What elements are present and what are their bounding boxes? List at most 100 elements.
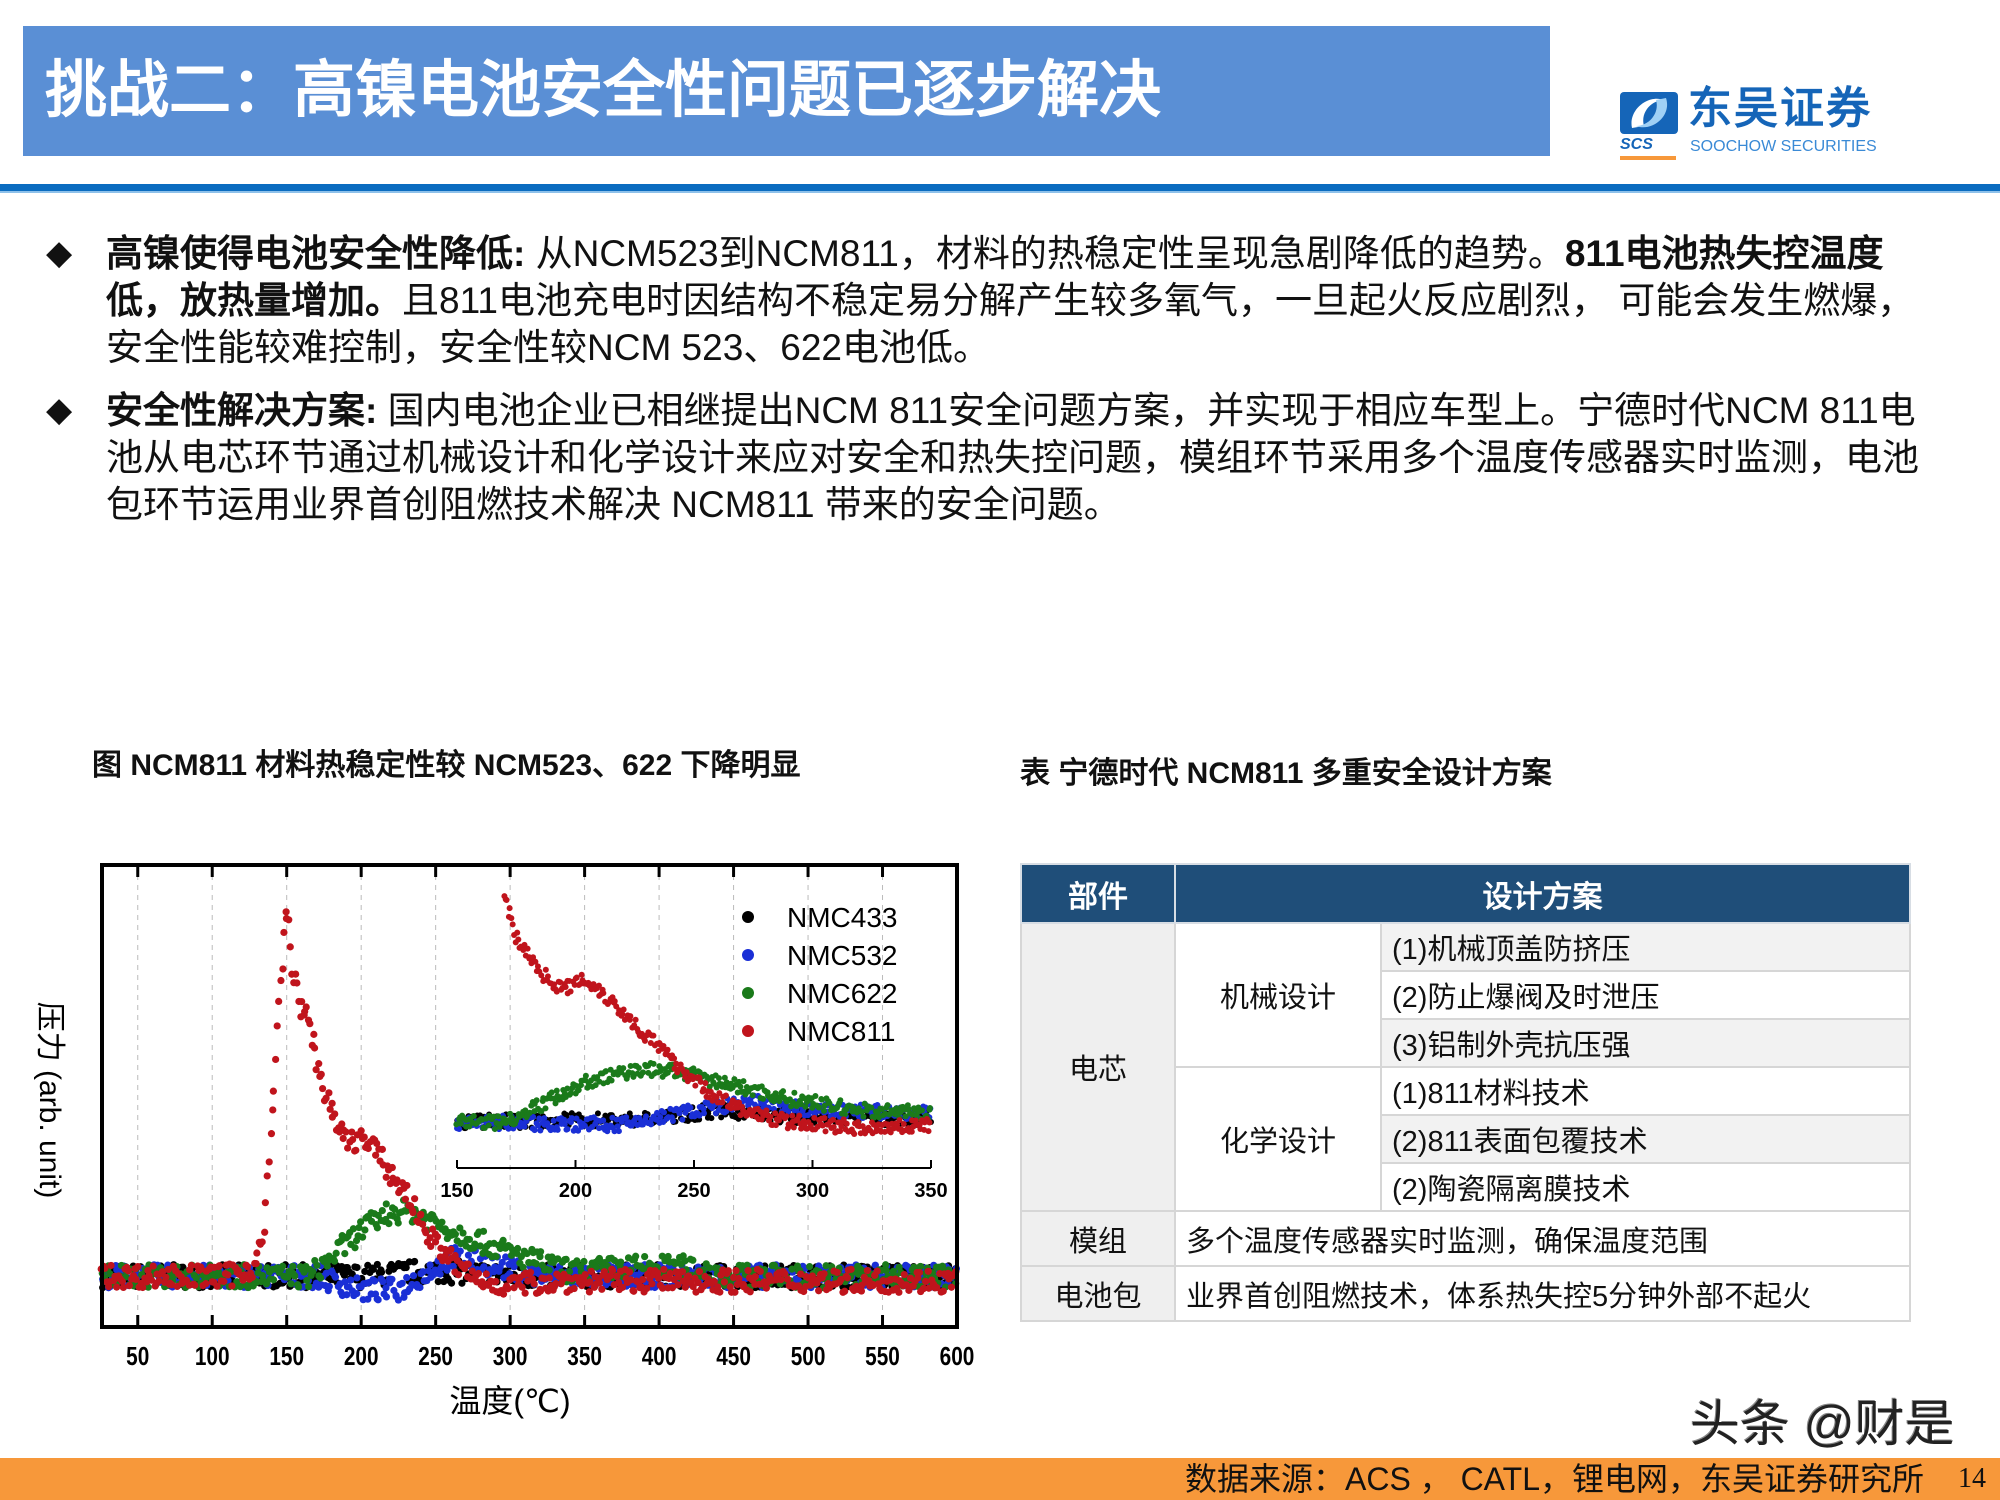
point-nmc811 — [600, 1268, 608, 1276]
x-tick-label: 100 — [195, 1342, 230, 1371]
point-nmc811 — [419, 1220, 427, 1228]
point-nmc532 — [615, 1128, 622, 1135]
point-nmc811 — [627, 1276, 635, 1284]
point-nmc811 — [532, 958, 539, 965]
point-nmc811 — [492, 1277, 500, 1286]
cell-item: (3)铝制外壳抗压强 — [1380, 1018, 1911, 1068]
point-nmc532 — [498, 1258, 506, 1267]
point-nmc811 — [598, 1285, 606, 1293]
point-nmc622 — [485, 1122, 492, 1129]
chart-legend: NMC433 NMC532 NMC622 NMC811 — [742, 902, 897, 1047]
bullet-paragraph-2: ◆ 安全性解决方案: 国内电池企业已相继提出NCM 811安全问题方案，并实现于… — [46, 387, 1936, 528]
point-nmc811 — [671, 1055, 678, 1062]
point-nmc622 — [650, 1060, 657, 1067]
point-nmc532 — [581, 1122, 588, 1129]
point-nmc622 — [721, 1074, 728, 1081]
point-nmc811 — [613, 1272, 621, 1280]
point-nmc622 — [355, 1223, 363, 1232]
point-nmc622 — [491, 1126, 498, 1133]
point-nmc622 — [394, 1219, 402, 1227]
point-nmc811 — [139, 1283, 147, 1292]
point-nmc811 — [215, 1262, 223, 1270]
point-nmc811 — [403, 1181, 411, 1190]
point-nmc622 — [476, 1242, 484, 1250]
point-nmc433 — [369, 1265, 377, 1273]
point-nmc811 — [125, 1282, 133, 1290]
company-logo: SCS 东吴证券 SOOCHOW SECURITIES — [1618, 84, 1908, 160]
point-nmc811 — [659, 1284, 667, 1292]
point-nmc532 — [568, 1115, 575, 1122]
point-nmc811 — [920, 1284, 928, 1292]
cell-plan-pack: 业界首创阻燃技术，体系热失控5分钟外部不起火 — [1174, 1265, 1911, 1322]
cell-component-cell: 电芯 — [1020, 922, 1176, 1212]
point-nmc622 — [536, 1248, 545, 1256]
point-nmc622 — [451, 1230, 459, 1238]
point-nmc622 — [821, 1102, 828, 1109]
point-nmc811 — [660, 1265, 668, 1274]
point-nmc622 — [453, 1121, 460, 1128]
point-nmc811 — [275, 997, 283, 1006]
point-nmc811 — [695, 1267, 704, 1276]
point-nmc622 — [664, 1069, 671, 1076]
bullet-1-text-2: 且811电池充电时因结构不稳定易分解产生较多氧气，一旦起火反应剧烈， 可能会发生… — [106, 280, 1915, 368]
point-nmc532 — [661, 1109, 668, 1116]
point-nmc811 — [684, 1272, 693, 1280]
point-nmc811 — [939, 1287, 947, 1295]
logo-abbr: SCS — [1620, 136, 1653, 153]
legend-marker-nmc811 — [742, 1025, 754, 1037]
point-nmc622 — [640, 1069, 647, 1076]
point-nmc811 — [515, 936, 522, 943]
point-nmc532 — [394, 1296, 402, 1304]
point-nmc622 — [553, 1087, 560, 1094]
point-nmc811 — [342, 1128, 350, 1136]
point-nmc532 — [480, 1263, 488, 1271]
point-nmc532 — [382, 1293, 391, 1301]
point-nmc532 — [374, 1296, 382, 1304]
point-nmc811 — [168, 1281, 176, 1289]
point-nmc811 — [482, 1270, 490, 1278]
point-nmc532 — [347, 1276, 355, 1284]
point-nmc811 — [357, 1127, 365, 1135]
point-nmc811 — [660, 1042, 667, 1049]
point-nmc811 — [619, 1011, 626, 1018]
point-nmc811 — [364, 1144, 372, 1153]
point-nmc811 — [719, 1099, 726, 1106]
cell-item: (1)机械顶盖防挤压 — [1380, 922, 1911, 972]
point-nmc811 — [732, 1267, 740, 1275]
point-nmc532 — [456, 1125, 463, 1132]
point-nmc532 — [657, 1114, 664, 1121]
point-nmc811 — [562, 984, 569, 991]
y-axis-label: 压力 (arb. unit) — [33, 1002, 66, 1199]
point-nmc811 — [360, 1133, 368, 1141]
diamond-bullet-icon: ◆ — [46, 234, 73, 272]
point-nmc622 — [617, 1258, 625, 1266]
point-nmc811 — [692, 1082, 699, 1089]
point-nmc622 — [192, 1274, 200, 1282]
x-tick-label: 400 — [642, 1342, 677, 1371]
point-nmc811 — [386, 1180, 394, 1188]
inset-x-tick-label: 250 — [677, 1180, 710, 1202]
point-nmc811 — [426, 1234, 434, 1242]
legend-marker-nmc433 — [742, 911, 754, 923]
point-nmc811 — [422, 1229, 430, 1237]
point-nmc622 — [882, 1261, 890, 1269]
point-nmc433 — [373, 1260, 381, 1269]
point-nmc811 — [378, 1145, 386, 1153]
safety-design-table: 部件 设计方案 电芯 机械设计 (1)机械顶盖防挤压 (2)防止爆阀及时泄压 (… — [1020, 863, 1911, 1322]
point-nmc811 — [630, 1287, 638, 1295]
point-nmc622 — [577, 1082, 584, 1089]
plot-frame — [100, 863, 959, 1329]
point-nmc811 — [648, 1280, 656, 1288]
point-nmc811 — [261, 1228, 269, 1236]
point-nmc532 — [554, 1126, 561, 1133]
point-nmc811 — [689, 1282, 697, 1291]
point-nmc811 — [822, 1128, 829, 1135]
point-nmc622 — [681, 1257, 689, 1265]
point-nmc622 — [620, 1065, 627, 1072]
point-nmc622 — [373, 1224, 382, 1232]
point-nmc532 — [564, 1126, 571, 1133]
point-nmc622 — [471, 1240, 479, 1248]
table-row: (2)811表面包覆技术 — [1021, 1114, 1911, 1164]
cell-item: (2)防止爆阀及时泄压 — [1380, 970, 1911, 1020]
point-nmc532 — [456, 1247, 464, 1255]
